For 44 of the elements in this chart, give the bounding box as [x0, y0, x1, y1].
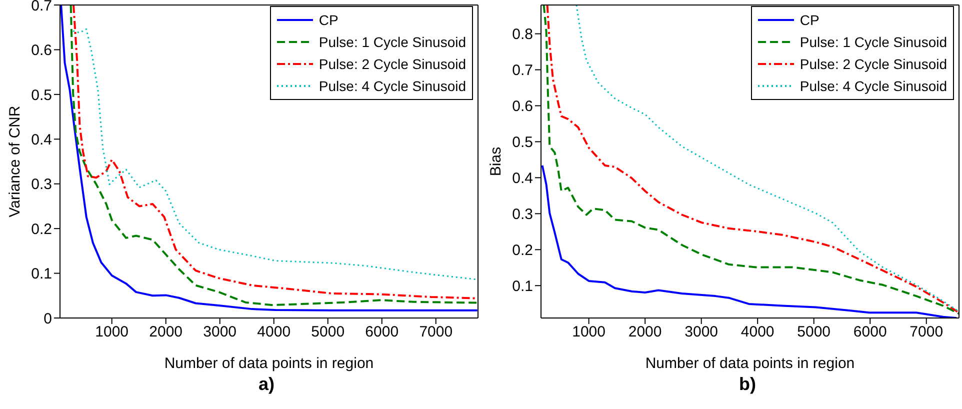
text: a)	[257, 374, 276, 395]
y-tick-label: 0.6	[512, 98, 533, 116]
legend-label: Pulse: 2 Cycle Sinusoid	[318, 55, 466, 74]
x-tick-label: 6000	[365, 324, 399, 341]
legend-label: CP	[800, 11, 820, 30]
x-tick-label: 2000	[149, 324, 183, 341]
legend-label: Pulse: 4 Cycle Sinusoid	[800, 77, 947, 96]
y-axis-title: Bias	[487, 146, 504, 176]
y-tick-label: 0.8	[512, 26, 533, 44]
x-tick-label: 2000	[628, 324, 662, 341]
legend-label: Pulse: 1 Cycle Sinusoid	[800, 33, 947, 52]
x-tick-label: 4000	[740, 324, 774, 341]
y-tick-label: 0.1	[31, 266, 52, 283]
y-axis-title: Variance of CNR	[6, 106, 24, 218]
y-tick-label: 0.2	[31, 220, 52, 238]
legend-label: Pulse: 2 Cycle Sinusoid	[800, 55, 947, 74]
y-tick-label: 0.4	[512, 170, 533, 188]
x-tick-label: 1000	[95, 324, 129, 341]
x-tick-label: 7000	[419, 324, 453, 341]
y-tick-label: 0.7	[31, 0, 52, 14]
legend-label: CP	[318, 11, 338, 30]
legend-label: Pulse: 1 Cycle Sinusoid	[318, 33, 466, 52]
x-axis-title: Number of data points in region	[645, 355, 855, 372]
x-tick-label: 5000	[797, 324, 831, 341]
text: b)	[738, 374, 757, 395]
y-tick-label: 0.3	[512, 206, 533, 223]
y-tick-label: 0.6	[31, 42, 52, 60]
x-tick-label: 6000	[853, 324, 887, 341]
y-tick-label: 0.2	[512, 242, 533, 259]
x-tick-label: 7000	[910, 324, 944, 341]
y-tick-label: 0.3	[31, 176, 52, 194]
y-tick-label: 0	[44, 310, 52, 328]
x-tick-label: 3000	[684, 324, 718, 341]
x-tick-label: 4000	[257, 324, 291, 341]
y-tick-label: 0.4	[31, 131, 52, 148]
x-axis-title: Number of data points in region	[164, 355, 374, 372]
y-tick-label: 0.5	[512, 134, 533, 152]
y-tick-label: 0.5	[31, 86, 52, 104]
y-tick-label: 0.1	[512, 278, 533, 295]
y-tick-label: 0.7	[512, 62, 533, 80]
legend-label: Pulse: 4 Cycle Sinusoid	[318, 77, 466, 96]
x-tick-label: 3000	[203, 324, 237, 341]
x-tick-label: 5000	[311, 324, 345, 341]
x-tick-label: 1000	[572, 324, 606, 341]
